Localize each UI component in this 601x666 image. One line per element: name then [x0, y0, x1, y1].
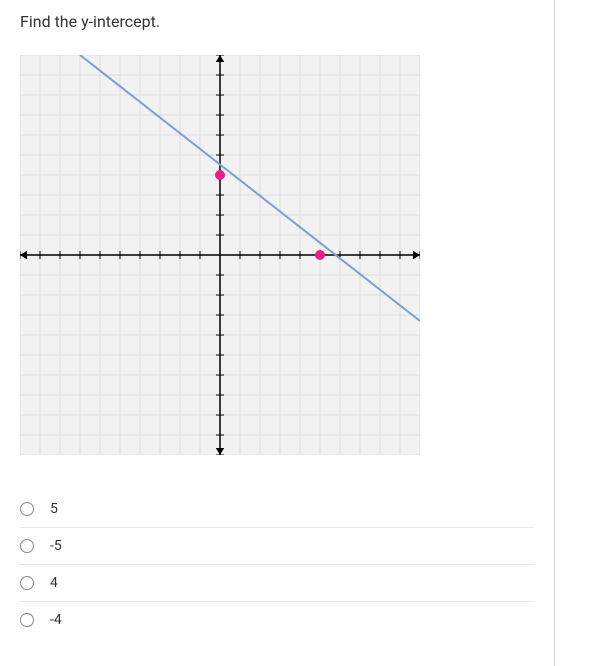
option-3[interactable]: -4 — [20, 602, 534, 638]
option-2[interactable]: 4 — [20, 565, 534, 602]
option-label: -4 — [50, 612, 62, 628]
radio-icon — [20, 539, 34, 553]
option-label: 4 — [50, 575, 58, 591]
radio-icon — [20, 502, 34, 516]
question-panel: Find the y-intercept. 5 -5 4 -4 — [0, 0, 555, 666]
option-1[interactable]: -5 — [20, 528, 534, 565]
option-label: -5 — [50, 538, 62, 554]
option-label: 5 — [50, 501, 58, 517]
radio-icon — [20, 613, 34, 627]
coordinate-graph — [20, 55, 420, 455]
option-0[interactable]: 5 — [20, 491, 534, 528]
question-prompt: Find the y-intercept. — [20, 12, 534, 31]
radio-icon — [20, 576, 34, 590]
answer-options: 5 -5 4 -4 — [20, 491, 534, 638]
